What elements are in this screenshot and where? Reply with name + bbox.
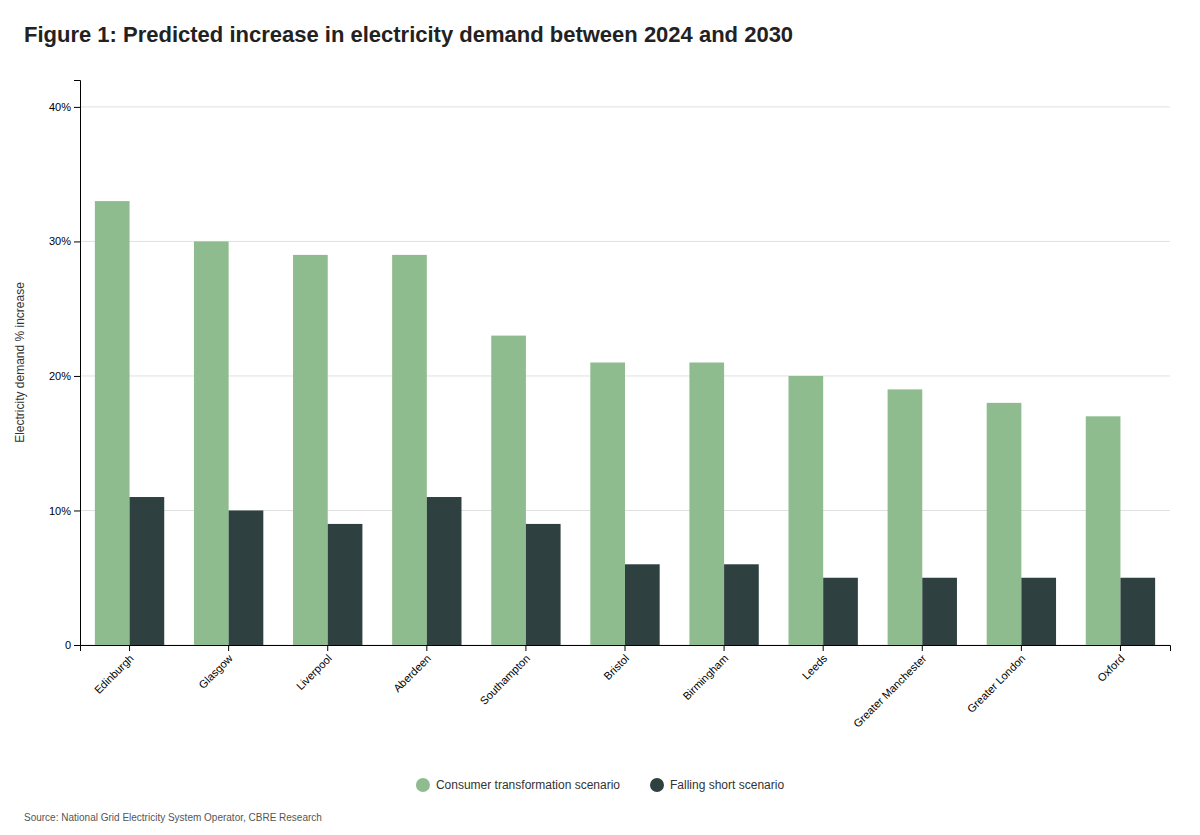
legend-item: Falling short scenario bbox=[650, 778, 784, 792]
tick: Oxford bbox=[1095, 645, 1127, 684]
tick: 20% bbox=[49, 370, 80, 382]
grid bbox=[80, 107, 1170, 645]
tick: Leeds bbox=[800, 645, 830, 682]
tick-mark bbox=[426, 645, 427, 651]
tick-label: Birmingham bbox=[680, 652, 730, 702]
tick-label: Oxford bbox=[1095, 652, 1127, 684]
bars bbox=[95, 201, 1155, 645]
tick: Bristol bbox=[601, 645, 631, 682]
bar bbox=[1086, 416, 1121, 645]
tick-label: 40% bbox=[49, 101, 71, 113]
tick: Greater Manchester bbox=[851, 645, 929, 730]
bar bbox=[1120, 578, 1155, 645]
tick: Southampton bbox=[477, 645, 532, 707]
tick: 40% bbox=[49, 101, 80, 113]
tick-mark bbox=[327, 645, 328, 651]
tick-mark bbox=[1021, 645, 1022, 651]
bar bbox=[194, 241, 229, 645]
legend-item: Consumer transformation scenario bbox=[416, 778, 620, 792]
bar bbox=[526, 524, 561, 645]
y-axis: 0 10% 20% 30% 40% bbox=[49, 81, 81, 652]
tick-label: Bristol bbox=[601, 652, 631, 682]
tick: Glasgow bbox=[196, 645, 235, 691]
tick: 10% bbox=[49, 504, 80, 516]
chart: Figure 1: Predicted increase in electric… bbox=[0, 0, 1200, 835]
tick-mark bbox=[228, 645, 229, 651]
bar bbox=[823, 578, 858, 645]
tick-mark bbox=[129, 645, 130, 651]
bar bbox=[229, 510, 264, 645]
legend: Consumer transformation scenario Falling … bbox=[416, 778, 784, 792]
tick-label: Greater London bbox=[965, 652, 1028, 715]
tick-label: 30% bbox=[49, 235, 71, 247]
axis-domain bbox=[81, 646, 1171, 652]
bar bbox=[1021, 578, 1056, 645]
tick-label: Edinburgh bbox=[92, 652, 136, 696]
bar bbox=[987, 403, 1022, 645]
tick-mark bbox=[724, 645, 725, 651]
tick: 30% bbox=[49, 235, 80, 247]
tick-mark bbox=[74, 107, 80, 108]
tick: Liverpool bbox=[294, 645, 334, 692]
y-axis-label: Electricity demand % increase bbox=[13, 282, 27, 443]
legend-marker bbox=[650, 778, 664, 792]
title: Figure 1: Predicted increase in electric… bbox=[24, 22, 793, 47]
tick-mark bbox=[625, 645, 626, 651]
bar bbox=[590, 363, 625, 646]
tick-label: 20% bbox=[49, 370, 71, 382]
tick-mark bbox=[74, 376, 80, 377]
tick-label: Aberdeen bbox=[391, 652, 433, 694]
source: Source: National Grid Electricity System… bbox=[24, 812, 322, 823]
tick-mark bbox=[823, 645, 824, 651]
tick: Edinburgh bbox=[92, 645, 136, 696]
bar bbox=[293, 255, 328, 645]
bar bbox=[625, 564, 660, 645]
tick-mark bbox=[74, 510, 80, 511]
tick: Birmingham bbox=[680, 645, 730, 702]
tick-mark bbox=[1120, 645, 1121, 651]
legend-label: Consumer transformation scenario bbox=[436, 778, 620, 792]
legend-label: Falling short scenario bbox=[670, 778, 784, 792]
bar bbox=[922, 578, 957, 645]
axis-domain bbox=[74, 81, 81, 646]
bar-series bbox=[95, 201, 1121, 645]
bar bbox=[789, 376, 824, 645]
bar-series bbox=[130, 497, 1156, 645]
tick-label: Greater Manchester bbox=[851, 652, 929, 730]
bar bbox=[130, 497, 165, 645]
tick: Greater London bbox=[965, 645, 1028, 715]
tick-label: Glasgow bbox=[196, 652, 235, 691]
tick-mark bbox=[74, 241, 80, 242]
tick-label: Southampton bbox=[477, 652, 532, 707]
tick-mark bbox=[922, 645, 923, 651]
plot: 0 10% 20% 30% 40% Edinburgh Glasgow Liverpool Ab… bbox=[49, 81, 1171, 730]
bar bbox=[724, 564, 759, 645]
grid-line bbox=[80, 106, 1170, 107]
bar bbox=[427, 497, 462, 645]
tick-label: Leeds bbox=[800, 652, 830, 682]
grid-line bbox=[80, 241, 1170, 242]
bar bbox=[689, 363, 724, 646]
tick-mark bbox=[525, 645, 526, 651]
tick-label: 10% bbox=[49, 504, 71, 516]
tick: 0 bbox=[65, 639, 80, 651]
bar bbox=[392, 255, 427, 645]
tick-mark bbox=[74, 645, 80, 646]
bar bbox=[491, 336, 526, 645]
bar bbox=[95, 201, 130, 645]
legend-marker bbox=[416, 778, 430, 792]
bar bbox=[328, 524, 363, 645]
tick: Aberdeen bbox=[391, 645, 433, 694]
x-axis: Edinburgh Glasgow Liverpool Aberdeen Southam… bbox=[81, 645, 1171, 730]
tick-label: Liverpool bbox=[294, 652, 334, 692]
bar bbox=[888, 389, 923, 645]
tick-label: 0 bbox=[65, 639, 71, 651]
